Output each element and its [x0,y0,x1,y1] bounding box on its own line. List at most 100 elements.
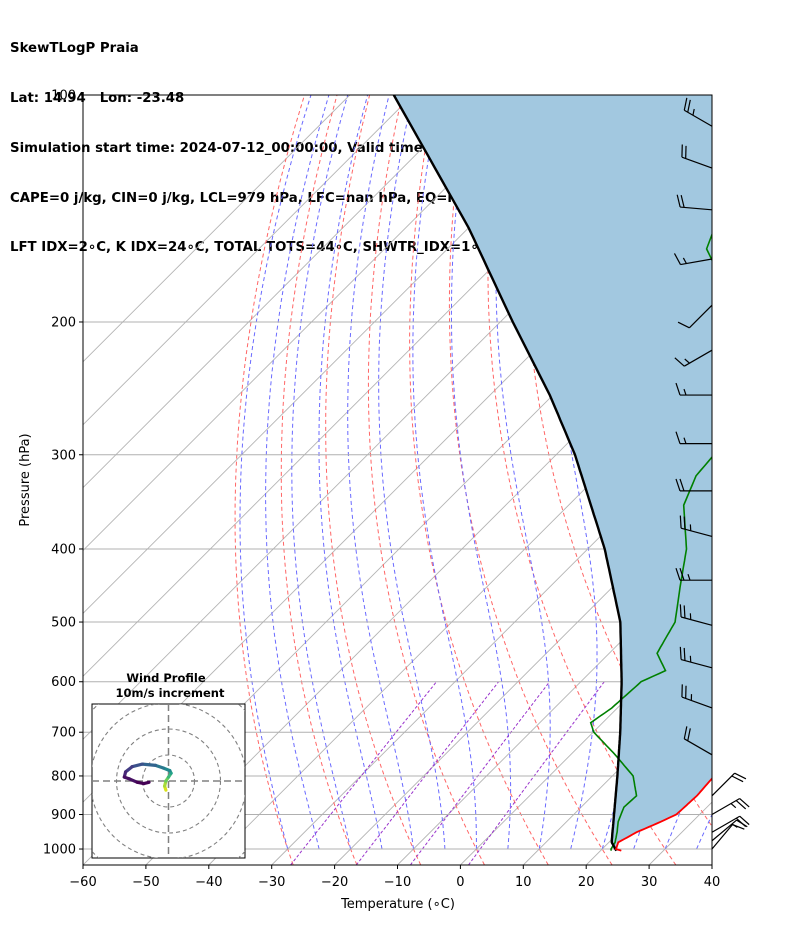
wind-barb-flag [683,97,688,111]
dry-adiabat [448,95,613,865]
dry-adiabat [234,95,305,865]
wind-barb-staff [680,527,713,538]
parcel-line [392,95,623,852]
wind-barb-staff [711,798,741,816]
dewpoint-line [589,232,712,851]
wind-barb [683,97,713,127]
wind-barb-flag [679,646,682,660]
moist-adiabat [347,95,414,850]
y-tick-label: 900 [51,808,76,823]
mixing-ratio-line [468,681,605,865]
wind-barb-staff [688,304,713,329]
wind-barb-staff [680,616,713,626]
hodograph-subtitle: 10m/s increment [116,686,225,700]
wind-barb-flag [676,194,681,208]
x-tick-label: −20 [321,875,348,890]
y-tick-label: 800 [51,769,76,784]
wind-barb-staff [681,696,713,709]
x-tick-label: −10 [384,875,411,890]
profile-curves [392,95,712,852]
wind-barb-flag [739,815,750,826]
wind-barb-flag [679,515,682,529]
wind-barb [711,815,750,833]
wind-barb-flag [683,516,686,530]
wind-barb-staff [683,349,713,367]
x-tick-label: 0 [456,875,464,890]
x-tick-label: −50 [132,875,159,890]
y-tick-label: 400 [51,542,76,557]
isotherm [145,298,712,865]
wind-barbs [673,97,750,850]
wind-barb-flag [687,99,691,113]
isotherm [83,95,414,426]
wind-barb-flag [683,647,686,661]
y-axis-ticks: 1000 900 800 700 600 500 400 300 200 100 [43,89,83,858]
wind-barb-staff [711,815,741,833]
wind-barb [679,646,713,669]
wind-barb-staff [683,109,713,127]
wind-barb [673,253,713,266]
wind-barb-flag [734,772,747,780]
wind-barb-staff [680,258,713,266]
x-tick-label: −40 [195,875,222,890]
hodograph-segment [140,762,158,768]
wind-barb-flag [680,194,685,208]
wind-barb [679,515,713,538]
wind-barb-flag [677,321,690,329]
wind-barb-staff [683,738,713,756]
wind-barb-flag [735,817,747,828]
dry-adiabat [409,95,549,865]
cape-cin-shading [393,95,712,851]
wind-barb-flag [675,478,681,492]
y-tick-label: 600 [51,675,76,690]
wind-barb-flag [673,253,682,265]
mixing-ratio-line [409,681,550,865]
wind-barb [675,382,712,396]
wind-barb [675,431,712,445]
wind-barb [711,798,750,816]
wind-barb-half-flag [683,437,687,444]
wind-barb [681,684,713,709]
x-tick-label: 40 [704,875,721,890]
wind-barb-staff [680,658,713,669]
wind-barb-half-flag [687,573,691,581]
isotherm [460,612,712,865]
wind-barb-flag [739,798,750,808]
x-tick-label: −60 [69,875,96,890]
wind-barb-staff [680,206,713,211]
hodograph-segment [130,762,145,769]
dry-adiabat [367,95,485,865]
wind-barb-staff [711,819,737,842]
wind-barb-flag [674,357,685,367]
dry-adiabat [728,95,794,865]
mixing-ratio-line [355,681,499,865]
moist-adiabat [728,95,794,849]
wind-barb [683,726,713,756]
x-axis-ticks: −60 −50 −40 −30 −20 −10 0 10 20 30 40 [69,865,720,890]
wind-barb-half-flag [684,358,690,364]
y-tick-label: 1000 [43,843,76,858]
wind-barb [681,144,713,169]
wind-barb-flag [679,604,682,618]
wind-barb-flag [683,726,688,739]
wind-barb-flag [675,567,681,581]
moist-adiabat [450,95,512,850]
wind-barb-flag [679,567,685,581]
y-axis-label: Pressure (hPa) [18,433,33,526]
wind-barb-staff [711,772,736,797]
y-tick-label: 300 [51,448,76,463]
hodograph-inset: Wind Profile 10m/s increment [91,671,246,859]
wind-barb-staff [711,824,734,850]
wind-barb [675,478,712,492]
temperature-line [614,777,712,852]
title-line-station: SkewTLogP Praia [10,41,139,57]
wind-barb-flag [675,431,681,444]
isotherm [83,95,351,363]
wind-barb-staff [681,156,713,169]
isotherm [83,95,476,489]
moist-adiabat [239,95,312,850]
wind-barb-half-flag [730,803,737,809]
moist-adiabat [291,95,352,850]
wind-barb-flag [735,800,747,810]
